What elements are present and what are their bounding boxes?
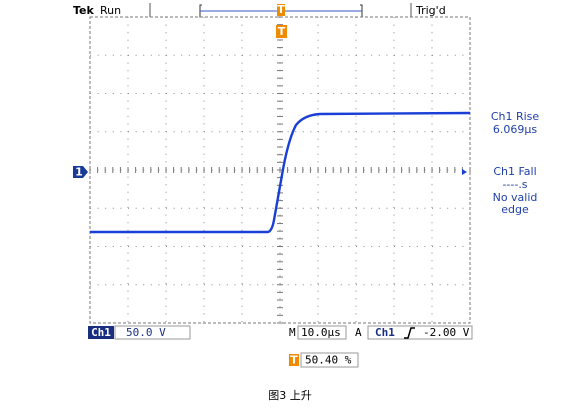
trigger-top-icon (277, 4, 285, 16)
trigger-state: Trig'd (415, 4, 446, 17)
trigger-source: Ch1 (375, 326, 395, 339)
brand: Tek (73, 4, 95, 17)
channel-marker (73, 166, 88, 178)
measure-note: edge (501, 203, 529, 216)
graticule (89, 16, 471, 324)
channel-badge-label: Ch1 (91, 326, 111, 339)
run-status: Run (100, 4, 121, 17)
measure-label: Ch1 Fall (493, 165, 536, 178)
trigger-position-icon (276, 25, 287, 38)
channel-badge (88, 326, 114, 339)
measure-value: ----.s (502, 178, 527, 191)
measure-note: No valid (493, 191, 538, 204)
waveform (90, 111, 471, 234)
slope-icon (404, 327, 415, 339)
trigger-pos-icon (289, 354, 299, 366)
trigger-prefix: A (355, 326, 362, 339)
trigger-pos-box (300, 352, 359, 368)
trigger-position-letter: T (278, 25, 286, 38)
caption: 图3 上升 (268, 389, 312, 402)
time-prefix: M (289, 326, 296, 339)
level-arrow (462, 169, 467, 175)
trigger-level: -2.00 V (423, 326, 470, 339)
trigger-top-letter: T (277, 3, 285, 16)
vertical-scale: 50.0 V (126, 326, 166, 339)
scale-box (114, 325, 191, 340)
trigger-pos-value: 50.40 % (305, 354, 352, 367)
trigger-box (367, 325, 473, 340)
timebase: 10.0µs (301, 326, 341, 339)
trigger-pos-letter: T (290, 354, 298, 367)
measure-label: Ch1 Rise (491, 110, 540, 123)
channel-marker-label: 1 (75, 166, 83, 179)
measure-value: 6.069µs (493, 123, 537, 136)
timebase-box (297, 325, 347, 340)
